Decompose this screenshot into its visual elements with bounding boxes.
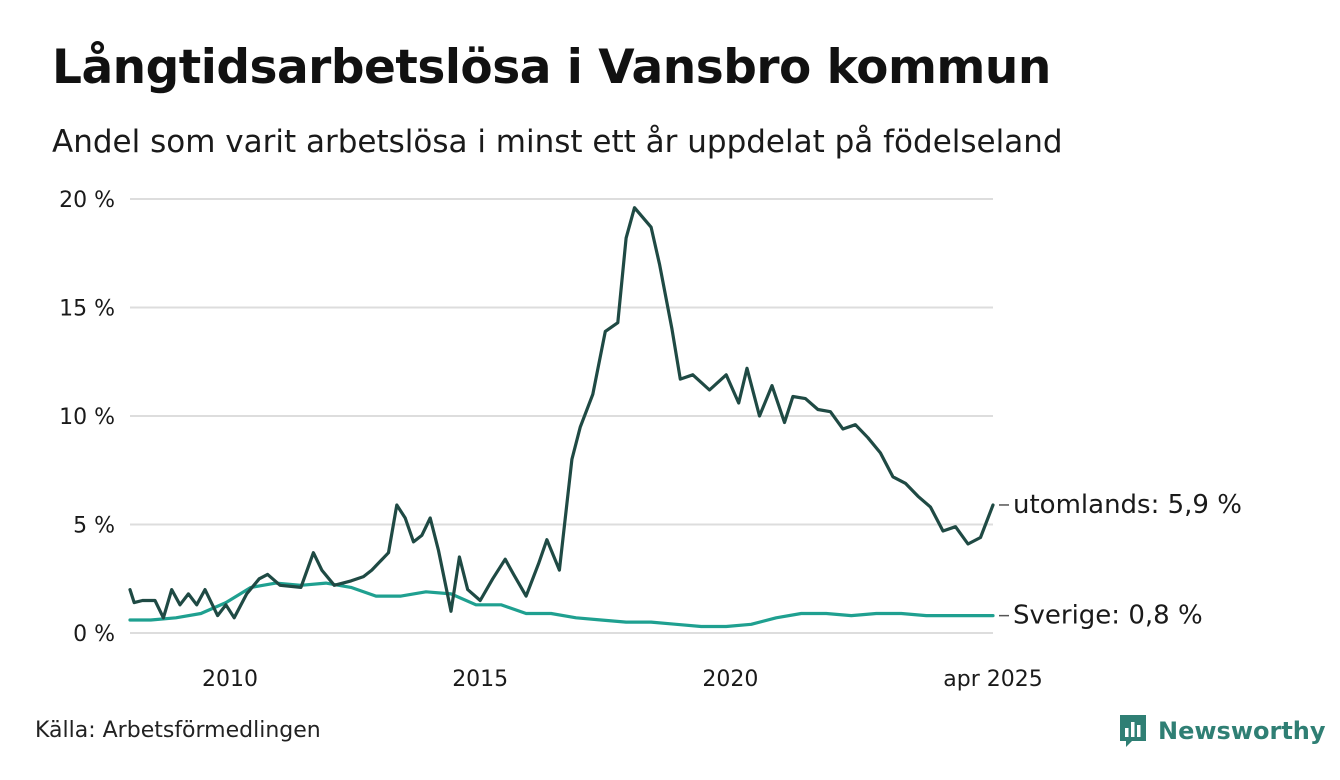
x-tick-label: apr 2025: [943, 667, 1042, 692]
end-label-sverige: Sverige: 0,8 %: [1013, 601, 1203, 631]
y-tick-label: 10 %: [59, 405, 115, 430]
x-tick-label: 2010: [202, 667, 258, 692]
y-tick-label: 20 %: [59, 188, 115, 213]
source-note: Källa: Arbetsförmedlingen: [35, 718, 321, 743]
chart-title: Långtidsarbetslösa i Vansbro kommun: [52, 40, 1051, 95]
line-chart: 0 %5 %10 %15 %20 % 2010 2015 2020 apr 2025 …: [59, 188, 1242, 692]
series-end-labels: utomlands: 5,9 % Sverige: 0,8 %: [999, 490, 1242, 631]
grid-lines: [130, 198, 993, 634]
x-tick-label: 2015: [452, 667, 508, 692]
bar-chart-logo-icon: [1120, 715, 1146, 747]
end-label-utomlands: utomlands: 5,9 %: [1013, 490, 1242, 520]
brand-name: Newsworthy: [1158, 717, 1326, 745]
brand-logo: Newsworthy: [1118, 713, 1326, 749]
y-tick-label: 5 %: [73, 514, 115, 539]
x-tick-label: 2020: [702, 667, 758, 692]
series-line-utomlands: [128, 206, 995, 620]
x-axis-tick-labels: 2010 2015 2020 apr 2025: [202, 667, 1043, 692]
y-tick-label: 0 %: [73, 622, 115, 647]
y-tick-label: 15 %: [59, 297, 115, 322]
chart-subtitle: Andel som varit arbetslösa i minst ett å…: [52, 124, 1063, 160]
series-line-sverige: [128, 581, 995, 629]
series-lines: [128, 206, 995, 629]
y-axis-tick-labels: 0 % 5 % 10 % 15 % 20 %: [59, 188, 115, 647]
